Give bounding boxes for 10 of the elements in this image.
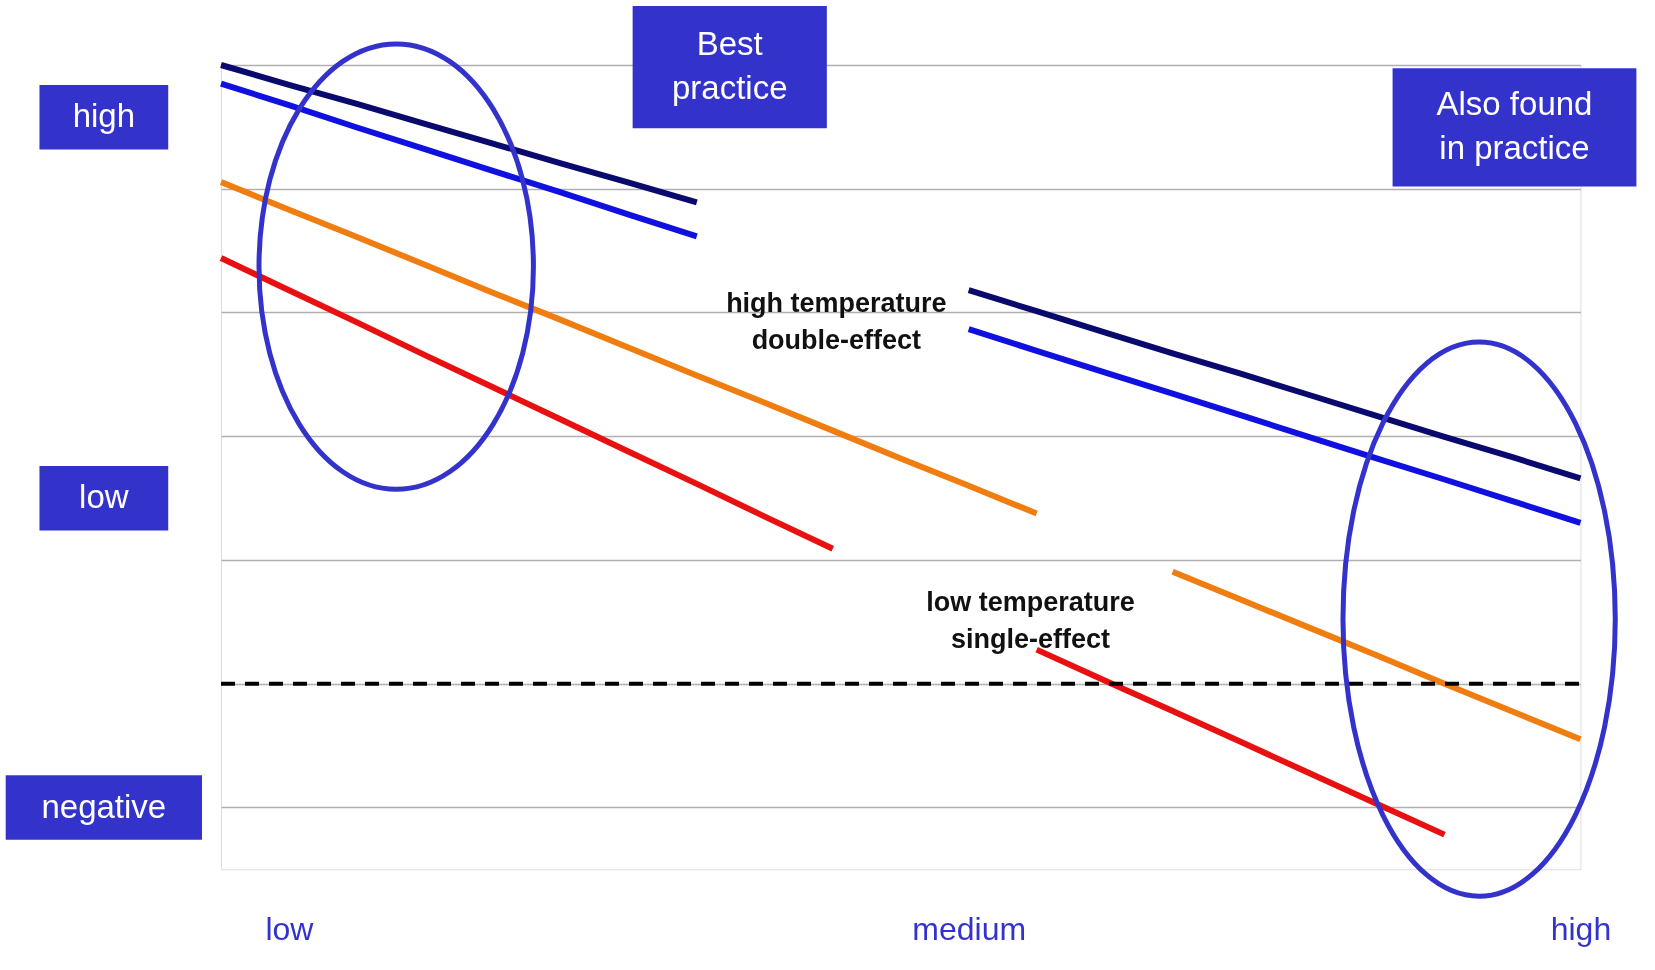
annotation: Best practice [671,25,788,107]
annotation: high temperature double-effect [726,287,947,355]
annotation: Also found in practice [1436,85,1593,167]
text: high [72,97,136,135]
text: low [79,478,129,516]
x-tick-label: medium [912,910,1027,947]
annotation: low temperature single-effect [926,587,1135,655]
x-tick-label: high [1550,910,1612,947]
text: negative [41,787,167,825]
x-tick-label: low [265,910,315,947]
